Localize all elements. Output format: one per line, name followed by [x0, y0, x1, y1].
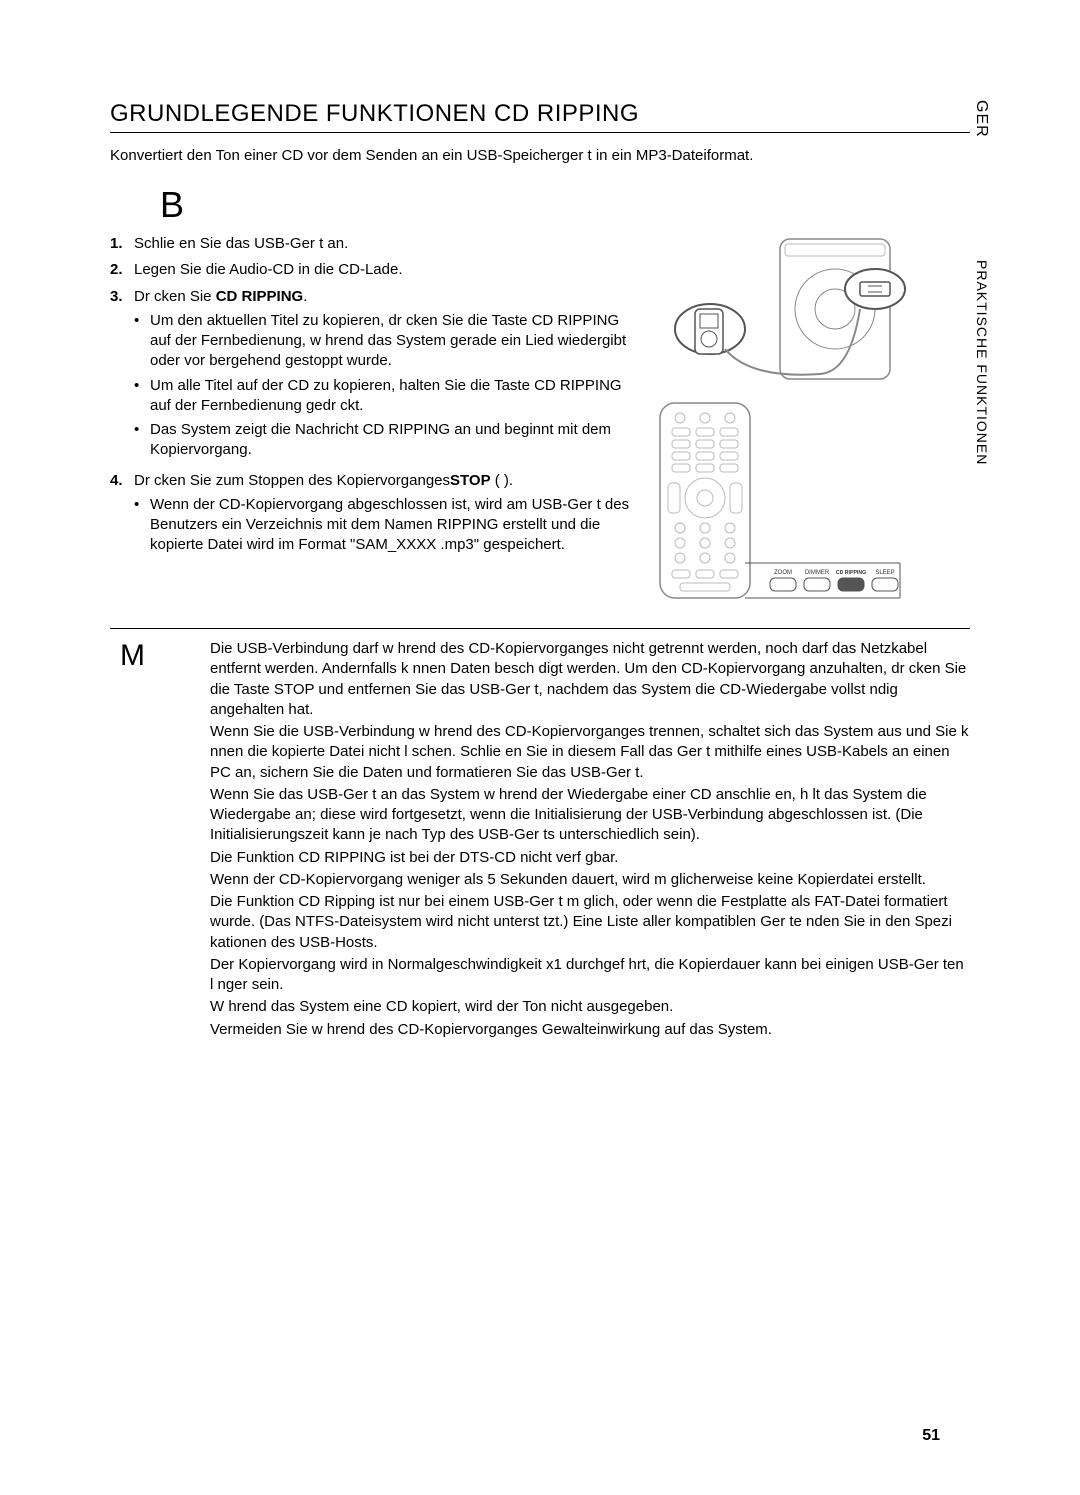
cdripping-label: CD RIPPING — [836, 570, 866, 576]
step-text: Dr cken Sie CD RIPPING. •Um den aktuelle… — [134, 287, 630, 465]
dimmer-label: DIMMER — [805, 570, 830, 576]
zoom-label: ZOOM — [774, 570, 792, 576]
step-1: 1. Schlie en Sie das USB-Ger t an. — [110, 234, 630, 254]
device-connection-illustration-icon — [650, 234, 910, 384]
bullet-item: •Wenn der CD-Kopiervorgang abgeschlossen… — [134, 495, 630, 556]
note-paragraph: Die Funktion CD Ripping ist nur bei eine… — [210, 892, 970, 953]
bullet-dot-icon: • — [134, 376, 144, 417]
step-suffix: . — [303, 288, 307, 305]
steps-row: 1. Schlie en Sie das USB-Ger t an. 2. Le… — [110, 234, 970, 608]
step-text: Schlie en Sie das USB-Ger t an. — [134, 234, 630, 254]
step-bold: CD RIPPING — [216, 288, 304, 305]
steps-column: 1. Schlie en Sie das USB-Ger t an. 2. Le… — [110, 234, 630, 608]
note-paragraph: W hrend das System eine CD kopiert, wird… — [210, 997, 970, 1017]
note-paragraph: Wenn der CD-Kopiervorgang weniger als 5 … — [210, 870, 970, 890]
step-3: 3. Dr cken Sie CD RIPPING. •Um den aktue… — [110, 287, 630, 465]
step-4-bullets: •Wenn der CD-Kopiervorgang abgeschlossen… — [134, 495, 630, 556]
sleep-label: SLEEP — [875, 570, 894, 576]
section-icon-b: B — [160, 184, 970, 226]
note-paragraph: Die Funktion CD RIPPING ist bei der DTS-… — [210, 848, 970, 868]
note-paragraph: Wenn Sie die USB-Verbindung w hrend des … — [210, 722, 970, 783]
note-section: M Die USB-Verbindung darf w hrend des CD… — [110, 628, 970, 1042]
bullet-dot-icon: • — [134, 420, 144, 461]
illustration-column: ZOOM DIMMER CD RIPPING SLEEP — [650, 234, 970, 608]
step-bold: STOP — [450, 472, 491, 489]
note-paragraph: Der Kopiervorgang wird in Normalgeschwin… — [210, 955, 970, 996]
remote-button-callout: ZOOM DIMMER CD RIPPING SLEEP — [770, 570, 898, 591]
note-paragraph: Wenn Sie das USB-Ger t an das System w h… — [210, 785, 970, 846]
page-number: 51 — [922, 1427, 940, 1445]
step-prefix: Dr cken Sie — [134, 288, 216, 305]
bullet-dot-icon: • — [134, 311, 144, 372]
step-2: 2. Legen Sie die Audio-CD in die CD-Lade… — [110, 260, 630, 280]
bullet-dot-icon: • — [134, 495, 144, 556]
step-number: 3. — [110, 287, 128, 465]
page-heading: GRUNDLEGENDE FUNKTIONEN CD RIPPING — [110, 100, 970, 133]
step-4: 4. Dr cken Sie zum Stoppen des Kopiervor… — [110, 471, 630, 560]
bullet-text: Wenn der CD-Kopiervorgang abgeschlossen … — [150, 495, 630, 556]
step-text: Dr cken Sie zum Stoppen des Kopiervorgan… — [134, 471, 630, 560]
note-body: Die USB-Verbindung darf w hrend des CD-K… — [210, 639, 970, 1042]
bullet-text: Um alle Titel auf der CD zu kopieren, ha… — [150, 376, 630, 417]
remote-control-illustration-icon: ZOOM DIMMER CD RIPPING SLEEP — [650, 398, 910, 608]
note-paragraph: Vermeiden Sie w hrend des CD-Kopiervorga… — [210, 1020, 970, 1040]
steps-list: 1. Schlie en Sie das USB-Ger t an. 2. Le… — [110, 234, 630, 560]
language-tab: GER — [972, 100, 990, 138]
bullet-text: Das System zeigt die Nachricht CD RIPPIN… — [150, 420, 630, 461]
step-number: 4. — [110, 471, 128, 560]
note-paragraph: Die USB-Verbindung darf w hrend des CD-K… — [210, 639, 970, 720]
bullet-item: •Um alle Titel auf der CD zu kopieren, h… — [134, 376, 630, 417]
section-side-label: PRAKTISCHE FUNKTIONEN — [974, 260, 990, 465]
step-suffix: ( ). — [491, 472, 514, 489]
note-icon-m: M — [110, 639, 190, 1042]
step-3-bullets: •Um den aktuellen Titel zu kopieren, dr … — [134, 311, 630, 461]
step-prefix: Dr cken Sie zum Stoppen des Kopiervorgan… — [134, 472, 450, 489]
step-number: 1. — [110, 234, 128, 254]
bullet-item: •Um den aktuellen Titel zu kopieren, dr … — [134, 311, 630, 372]
bullet-text: Um den aktuellen Titel zu kopieren, dr c… — [150, 311, 630, 372]
step-number: 2. — [110, 260, 128, 280]
bullet-item: •Das System zeigt die Nachricht CD RIPPI… — [134, 420, 630, 461]
step-text: Legen Sie die Audio-CD in die CD-Lade. — [134, 260, 630, 280]
intro-text: Konvertiert den Ton einer CD vor dem Sen… — [110, 147, 970, 164]
